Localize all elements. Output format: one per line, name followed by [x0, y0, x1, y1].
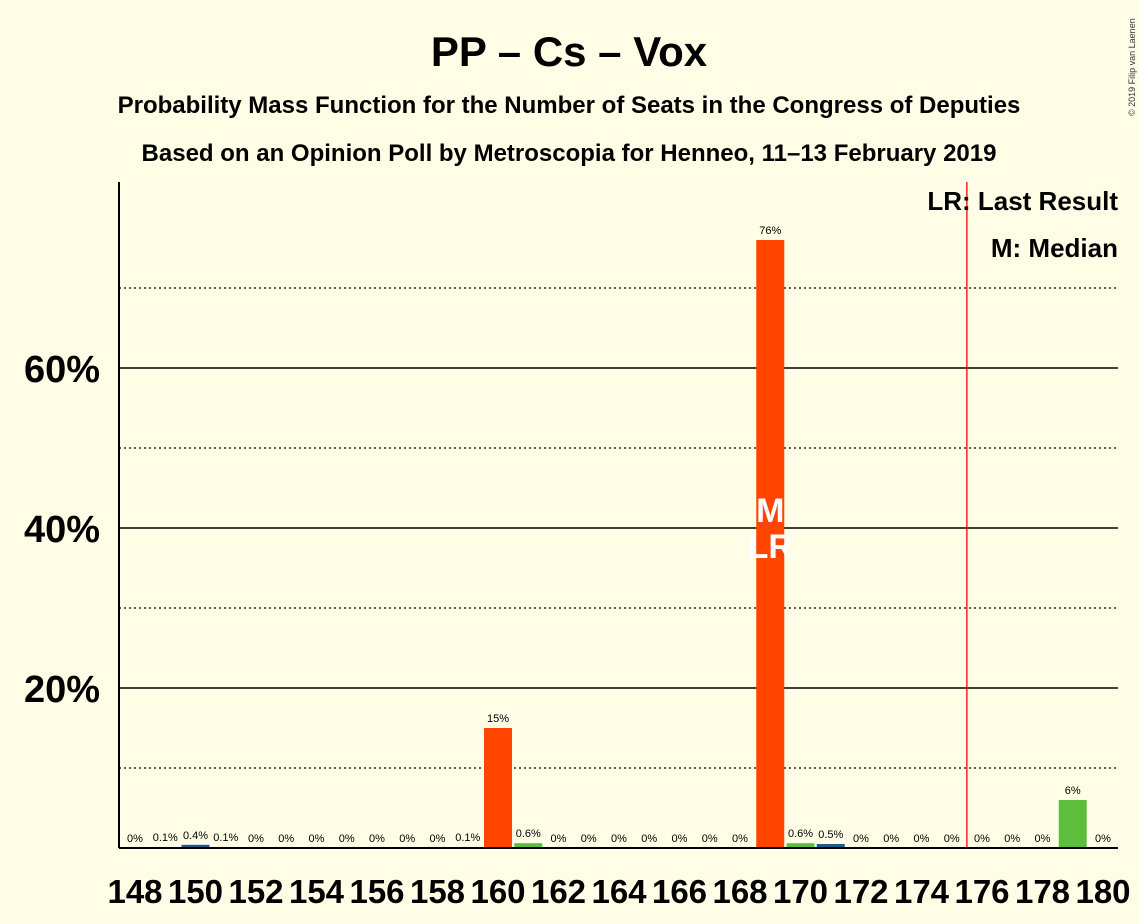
bar-label-seat-154: 0%: [309, 833, 325, 845]
bar-label-seat-160: 15%: [487, 713, 509, 725]
x-tick-label-154: 154: [289, 873, 345, 910]
bar-label-seat-164: 0%: [611, 833, 627, 845]
bar-label-seat-178: 0%: [1035, 833, 1051, 845]
bar-label-seat-159: 0.1%: [455, 832, 480, 844]
bar-label-seat-175: 0%: [944, 833, 960, 845]
chart-subtitle-1: Probability Mass Function for the Number…: [118, 92, 1021, 119]
bar-label-seat-151: 0.1%: [213, 832, 238, 844]
bar-label-seat-169: 76%: [759, 225, 781, 237]
bar-label-seat-156: 0%: [369, 833, 385, 845]
y-tick-label: 20%: [24, 669, 100, 711]
x-tick-label-176: 176: [954, 873, 1009, 910]
x-tick-label-152: 152: [228, 873, 283, 910]
bar-seat-169: [756, 240, 785, 848]
x-tick-label-160: 160: [470, 873, 525, 910]
x-tick-label-156: 156: [349, 873, 404, 910]
legend-last-result: LR: Last Result: [927, 186, 1118, 216]
copyright-note: © 2019 Filip van Laenen: [1127, 18, 1137, 116]
bar-label-seat-166: 0%: [672, 833, 688, 845]
bar-labels: 0% 0.1% 0.4% 0.1% 0% 0% 0% 0% 0% 0% 0% 0.1% 15% 0.6% 0…: [127, 225, 1111, 845]
chart-title: PP – Cs – Vox: [431, 28, 708, 75]
bar-label-seat-149: 0.1%: [153, 832, 178, 844]
x-tick-label-174: 174: [894, 873, 950, 910]
x-tick-label-180: 180: [1075, 873, 1130, 910]
bars: [151, 240, 1087, 848]
bar-label-seat-167: 0%: [702, 833, 718, 845]
last-result-marker: LR: [748, 528, 793, 566]
bar-label-seat-179: 6%: [1065, 785, 1081, 797]
bar-label-seat-158: 0%: [430, 833, 446, 845]
bar-seat-160: [484, 728, 512, 848]
bar-label-seat-152: 0%: [248, 833, 264, 845]
y-tick-labels: 20% 40% 60%: [24, 349, 100, 711]
bar-seat-179: [1058, 800, 1087, 848]
bar-label-seat-162: 0%: [551, 833, 567, 845]
x-tick-label-172: 172: [833, 873, 888, 910]
x-tick-label-166: 166: [652, 873, 707, 910]
bar-label-seat-180: 0%: [1095, 833, 1111, 845]
bar-seat-171: [816, 844, 845, 848]
y-tick-label: 40%: [24, 509, 100, 551]
bar-label-seat-168: 0%: [732, 833, 748, 845]
bar-label-seat-157: 0%: [399, 833, 415, 845]
x-tick-labels: 148 150 152 154 156 158 160 162 164 166 168 170 172 1…: [107, 873, 1130, 910]
bar-label-seat-153: 0%: [278, 833, 294, 845]
bar-label-seat-172: 0%: [853, 833, 869, 845]
x-tick-label-150: 150: [168, 873, 223, 910]
x-tick-label-178: 178: [1015, 873, 1070, 910]
y-tick-label: 60%: [24, 349, 100, 391]
bar-label-seat-148: 0%: [127, 833, 143, 845]
bar-label-seat-176: 0%: [974, 833, 990, 845]
bar-label-seat-165: 0%: [641, 833, 657, 845]
chart-subtitle-2: Based on an Opinion Poll by Metroscopia …: [142, 140, 997, 167]
x-tick-label-170: 170: [773, 873, 828, 910]
bar-label-seat-170: 0.6%: [788, 828, 813, 840]
bar-seat-161: [514, 843, 543, 848]
x-tick-label-164: 164: [591, 873, 647, 910]
x-tick-label-158: 158: [410, 873, 465, 910]
bar-label-seat-174: 0%: [914, 833, 930, 845]
bar-label-seat-171: 0.5%: [818, 829, 843, 841]
x-tick-label-168: 168: [712, 873, 767, 910]
axes: [118, 182, 1118, 849]
legend-median: M: Median: [991, 233, 1118, 263]
bar-label-seat-163: 0%: [581, 833, 597, 845]
bar-label-seat-161: 0.6%: [516, 828, 541, 840]
markers: MLR: [748, 492, 793, 566]
median-marker: M: [756, 492, 784, 530]
bar-label-seat-173: 0%: [883, 833, 899, 845]
bar-seat-150: [181, 844, 210, 848]
x-tick-label-148: 148: [107, 873, 162, 910]
bar-label-seat-177: 0%: [1004, 833, 1020, 845]
bar-label-seat-150: 0.4%: [183, 830, 208, 842]
bar-seat-170: [786, 843, 815, 848]
bar-label-seat-155: 0%: [339, 833, 355, 845]
gridlines: [119, 182, 1118, 848]
x-tick-label-162: 162: [531, 873, 586, 910]
